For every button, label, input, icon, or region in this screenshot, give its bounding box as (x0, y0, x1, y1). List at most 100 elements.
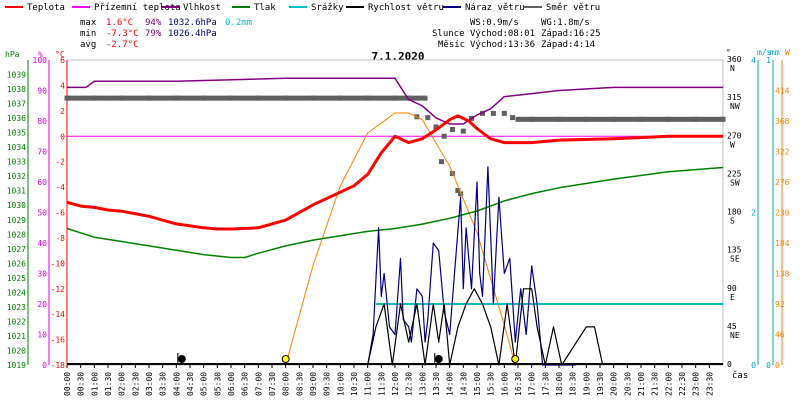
stats-min-humidity: 79% (145, 29, 162, 39)
axis-unit-w: W (785, 48, 790, 57)
tick-temperature: -14 (51, 310, 66, 319)
x-tick-label: 01:00 (90, 372, 99, 396)
axis-unit-time: čas (732, 370, 748, 381)
tick-pressure: 1021 (7, 332, 26, 341)
tick-wind-direction-name: SE (730, 255, 740, 264)
x-tick-label: 06:30 (241, 372, 250, 396)
stats-max-humidity: 94% (145, 18, 162, 28)
x-tick-label: 19:30 (596, 372, 605, 396)
x-tick-label: 00:30 (77, 372, 86, 396)
wind-direction-point (433, 124, 439, 130)
tick-pressure: 1028 (7, 230, 26, 239)
axis-unit-degc: °C (55, 50, 65, 59)
x-tick-label: 09:00 (309, 372, 318, 396)
tick-pressure: 1020 (7, 346, 26, 355)
moonset-marker (177, 355, 186, 363)
wind-direction-point (441, 133, 447, 139)
tick-wind-direction-deg: 360 (727, 55, 742, 64)
axis-unit-hpa: hPa (5, 50, 20, 59)
x-tick-label: 23:30 (705, 372, 714, 396)
tick-pressure: 1033 (7, 158, 26, 167)
tick-temperature: 4 (60, 81, 65, 90)
x-tick-label: 20:30 (623, 372, 632, 396)
x-tick-label: 17:00 (528, 372, 537, 396)
tick-pressure: 1019 (7, 361, 26, 370)
tick-temperature: -12 (51, 285, 66, 294)
wind-direction-band (67, 95, 426, 101)
humidity-line (67, 77, 723, 125)
tick-pressure: 1029 (7, 216, 26, 225)
legend-label: Rychlost větru (368, 3, 444, 13)
tick-solar-w: 230 (775, 209, 790, 218)
x-tick-label: 19:00 (582, 372, 591, 396)
tick-rain-mm: 1 (766, 56, 771, 65)
x-tick-label: 00:00 (63, 372, 72, 396)
tick-humidity: 60 (37, 178, 47, 187)
tick-wind-direction-deg: 135 (727, 246, 742, 255)
tick-pressure: 1032 (7, 172, 26, 181)
tick-solar-w: 276 (775, 178, 790, 187)
stats-min-temp: -7.3°C (106, 29, 139, 39)
tick-humidity: 30 (37, 270, 47, 279)
x-tick-label: 11:30 (377, 372, 386, 396)
tick-wind-direction-deg: 315 (727, 93, 742, 102)
stats-max-rain: 0.2mm (225, 18, 252, 28)
tick-humidity: 80 (37, 117, 47, 126)
plot-frame (66, 59, 724, 366)
tick-pressure: 1025 (7, 274, 26, 283)
axis-unit-pct: % (38, 50, 43, 59)
x-tick-label: 05:00 (200, 372, 209, 396)
x-tick-label: 10:30 (350, 372, 359, 396)
tick-temperature: -6 (55, 209, 65, 218)
wind-direction-point (449, 126, 455, 132)
tick-wind-direction-name: W (730, 140, 735, 149)
x-tick-label: 13:30 (432, 372, 441, 396)
tick-pressure: 1038 (7, 85, 26, 94)
legend-label: Náraz větru (465, 3, 525, 13)
x-tick-label: 17:30 (541, 372, 550, 396)
tick-pressure: 1035 (7, 129, 26, 138)
tick-temperature: -2 (55, 158, 65, 167)
tick-wind-ms: 4 (751, 56, 756, 65)
tick-solar-w: 46 (775, 331, 785, 340)
x-tick-label: 06:00 (227, 372, 236, 396)
x-tick-label: 04:00 (172, 372, 181, 396)
tick-pressure: 1022 (7, 317, 26, 326)
tick-humidity: 40 (37, 239, 47, 248)
x-tick-label: 16:00 (500, 372, 509, 396)
tick-humidity: 90 (37, 87, 47, 96)
tick-wind-direction-name: SW (730, 178, 740, 187)
tick-solar-w: 92 (775, 300, 785, 309)
tick-pressure: 1037 (7, 100, 26, 109)
stats-avg-label: avg (80, 40, 96, 50)
stats-avg-temp: -2.7°C (106, 40, 139, 50)
wind-direction-point (501, 110, 507, 116)
stats-sun-label: Slunce (432, 29, 465, 39)
tick-temperature: -10 (51, 259, 66, 268)
x-tick-label: 04:30 (186, 372, 195, 396)
sunset-marker (511, 355, 520, 363)
wind-direction-point (438, 159, 444, 165)
x-tick-label: 12:30 (405, 372, 414, 396)
axis-unit-deg: ° (726, 48, 731, 57)
legend-label: Srážky (311, 3, 344, 13)
tick-wind-direction-deg: 180 (727, 208, 742, 217)
legend-label: Tlak (254, 3, 276, 13)
tick-wind-direction-deg: 90 (727, 284, 737, 293)
tick-wind-direction-deg: 0 (727, 360, 732, 369)
stats-moon-label: Měsíc (438, 40, 465, 50)
stats-min-pressure: 1026.4hPa (168, 29, 217, 39)
tick-wind-direction-name: NW (730, 102, 740, 111)
stats-min-label: min (80, 29, 96, 39)
sunrise-marker (281, 355, 290, 363)
moonrise-marker (434, 355, 443, 363)
wind-direction-band (518, 116, 723, 122)
tick-pressure: 1036 (7, 114, 26, 123)
tick-wind-direction-deg: 270 (727, 131, 742, 140)
stats-moonrise: Východ:13:36 (470, 40, 535, 50)
tick-solar-w: 414 (775, 87, 790, 96)
stats-wind-speed: WS:0.9m/s (470, 18, 519, 28)
tick-solar-w: 0 (775, 361, 780, 370)
